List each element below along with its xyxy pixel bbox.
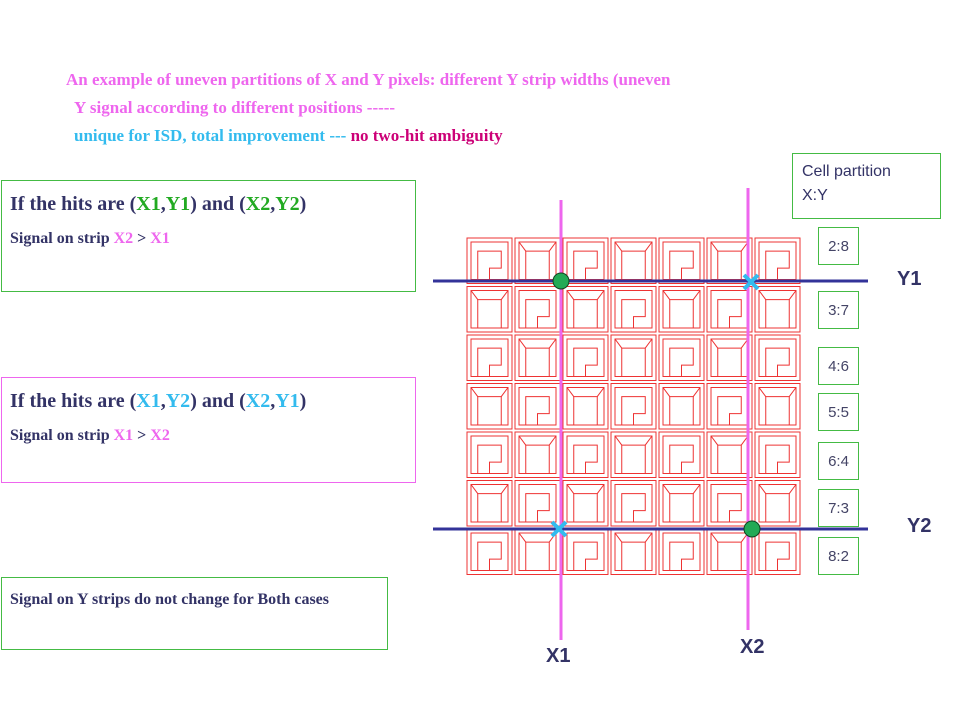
cell-partition-ratio-label: X:Y xyxy=(802,187,828,204)
pixel-cell xyxy=(706,286,753,333)
pixel-cell xyxy=(754,480,801,527)
pixel-cell xyxy=(466,431,513,478)
pixel-cell xyxy=(754,237,801,284)
pixel-cell xyxy=(562,286,609,333)
label-y2: Y2 xyxy=(907,515,932,537)
pixel-cell xyxy=(562,431,609,478)
pixel-cell xyxy=(610,480,657,527)
case2-title: If the hits are (X1,Y2) and (X2,Y1) xyxy=(10,390,307,412)
header-line-2: Y signal according to different position… xyxy=(74,98,396,117)
pixel-cell xyxy=(466,286,513,333)
cell-partition-title: Cell partition xyxy=(802,163,891,180)
pixel-cell xyxy=(562,383,609,430)
header-line-1: An example of uneven partitions of X and… xyxy=(66,70,671,89)
ratio-row-5: 6:4 xyxy=(818,442,859,480)
ratio-row-4: 5:5 xyxy=(818,393,859,431)
pixel-cell xyxy=(466,480,513,527)
label-x1: X1 xyxy=(546,645,571,667)
pixel-cell xyxy=(514,237,561,284)
pixel-cell xyxy=(754,383,801,430)
pixel-cell xyxy=(706,237,753,284)
label-x2: X2 xyxy=(740,636,765,658)
case1-signal: Signal on strip X2 > X1 xyxy=(10,230,170,247)
note-box: Signal on Y strips do not change for Bot… xyxy=(1,577,388,650)
ghost-x1-y2 xyxy=(550,520,568,538)
case2-box: If the hits are (X1,Y2) and (X2,Y1) Sign… xyxy=(1,377,416,483)
pixel-cell xyxy=(562,237,609,284)
pixel-cell xyxy=(466,334,513,381)
pixel-cell xyxy=(658,480,705,527)
label-y1: Y1 xyxy=(897,268,922,290)
pixel-cell xyxy=(658,334,705,381)
hit-x1-y1 xyxy=(552,272,570,290)
ratio-row-2: 3:7 xyxy=(818,291,859,329)
pixel-cell xyxy=(562,480,609,527)
pixel-cell xyxy=(706,383,753,430)
case1-box: If the hits are (X1,Y1) and (X2,Y2) Sign… xyxy=(1,180,416,292)
pixel-cell xyxy=(754,431,801,478)
pixel-cell xyxy=(706,528,753,575)
pixel-cell xyxy=(514,431,561,478)
ratio-row-7: 8:2 xyxy=(818,537,859,575)
pixel-cell xyxy=(562,334,609,381)
case2-signal: Signal on strip X1 > X2 xyxy=(10,427,170,444)
case1-title: If the hits are (X1,Y1) and (X2,Y2) xyxy=(10,193,307,215)
pixel-cell xyxy=(658,286,705,333)
header-text: An example of uneven partitions of X and… xyxy=(66,66,670,150)
pixel-cell xyxy=(754,286,801,333)
pixel-cell xyxy=(658,431,705,478)
pixel-cell xyxy=(658,383,705,430)
pixel-cell xyxy=(610,431,657,478)
pixel-cell xyxy=(610,286,657,333)
ratio-row-3: 4:6 xyxy=(818,347,859,385)
pixel-cell xyxy=(466,237,513,284)
pixel-cell xyxy=(610,237,657,284)
pixel-cell xyxy=(514,334,561,381)
ghost-x2-y1 xyxy=(742,273,760,291)
header-line-3: unique for ISD, total improvement --- no… xyxy=(74,126,503,145)
pixel-cell xyxy=(706,334,753,381)
pixel-cell xyxy=(466,383,513,430)
pixel-cell xyxy=(706,480,753,527)
pixel-cell xyxy=(610,334,657,381)
pixel-cell xyxy=(754,334,801,381)
pixel-cell xyxy=(658,237,705,284)
ratio-row-1: 2:8 xyxy=(818,227,859,265)
ratio-row-6: 7:3 xyxy=(818,489,859,527)
pixel-cell xyxy=(610,528,657,575)
note-text: Signal on Y strips do not change for Bot… xyxy=(10,591,329,608)
pixel-cell xyxy=(610,383,657,430)
cell-partition-box: Cell partition X:Y xyxy=(792,153,941,219)
pixel-cell xyxy=(706,431,753,478)
hit-x2-y2 xyxy=(743,520,761,538)
